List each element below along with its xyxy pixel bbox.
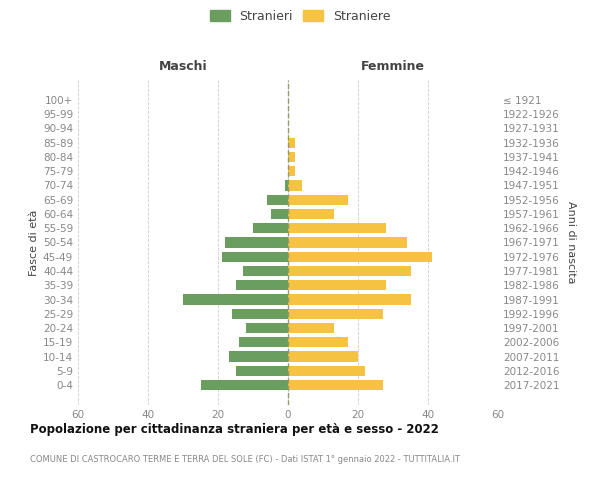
Bar — [288, 209, 334, 219]
Legend: Stranieri, Straniere: Stranieri, Straniere — [206, 6, 394, 26]
Bar — [229, 352, 288, 362]
Bar — [288, 294, 410, 304]
Text: Popolazione per cittadinanza straniera per età e sesso - 2022: Popolazione per cittadinanza straniera p… — [30, 422, 439, 436]
Text: Maschi: Maschi — [158, 60, 208, 74]
Bar — [235, 280, 288, 290]
Bar — [288, 252, 431, 262]
Bar — [288, 366, 365, 376]
Y-axis label: Anni di nascita: Anni di nascita — [566, 201, 576, 284]
Bar — [288, 180, 302, 190]
Bar — [235, 366, 288, 376]
Bar — [246, 323, 288, 333]
Bar — [271, 209, 288, 219]
Text: Femmine: Femmine — [361, 60, 425, 74]
Bar — [200, 380, 288, 390]
Bar — [232, 308, 288, 319]
Bar — [288, 323, 334, 333]
Bar — [288, 223, 386, 234]
Bar — [242, 266, 288, 276]
Bar — [288, 337, 347, 347]
Bar — [288, 194, 347, 205]
Bar — [221, 252, 288, 262]
Bar — [288, 166, 295, 176]
Bar — [239, 337, 288, 347]
Bar — [225, 238, 288, 248]
Text: COMUNE DI CASTROCARO TERME E TERRA DEL SOLE (FC) - Dati ISTAT 1° gennaio 2022 - : COMUNE DI CASTROCARO TERME E TERRA DEL S… — [30, 455, 460, 464]
Bar — [253, 223, 288, 234]
Bar — [183, 294, 288, 304]
Bar — [288, 308, 383, 319]
Y-axis label: Fasce di età: Fasce di età — [29, 210, 39, 276]
Bar — [288, 238, 407, 248]
Bar — [284, 180, 288, 190]
Bar — [288, 152, 295, 162]
Bar — [288, 352, 358, 362]
Bar — [288, 380, 383, 390]
Bar — [288, 138, 295, 148]
Bar — [288, 266, 410, 276]
Bar — [288, 280, 386, 290]
Bar — [267, 194, 288, 205]
